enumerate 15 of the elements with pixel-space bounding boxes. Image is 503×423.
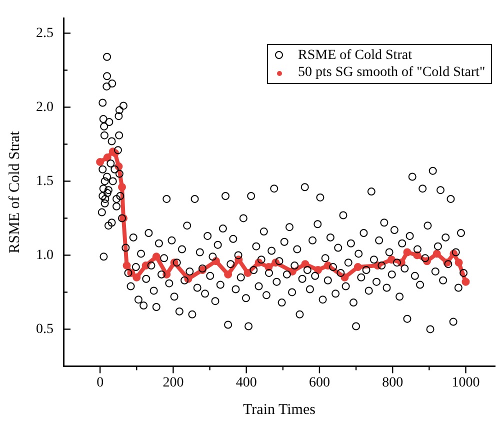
y-tick-label: 0.5 [36, 322, 54, 337]
y-axis-title: RSME of Cold Strat [6, 130, 23, 254]
legend-label: RSME of Cold Strat [298, 47, 412, 64]
y-tick-label: 2.0 [36, 100, 54, 115]
legend-label: 50 pts SG smooth of "Cold Start" [298, 64, 486, 82]
x-tick-label: 0 [96, 375, 104, 390]
x-tick-label: 800 [382, 375, 404, 390]
y-tick-label: 2.5 [36, 26, 54, 41]
x-tick-label: 1000 [452, 375, 480, 390]
y-tick-label: 1.0 [36, 248, 54, 263]
x-tick-label: 400 [236, 375, 257, 390]
y-tick-label: 1.5 [36, 174, 54, 189]
x-axis-title: Train Times [243, 402, 316, 418]
x-tick-label: 200 [162, 375, 184, 390]
x-tick-label: 600 [308, 375, 330, 390]
